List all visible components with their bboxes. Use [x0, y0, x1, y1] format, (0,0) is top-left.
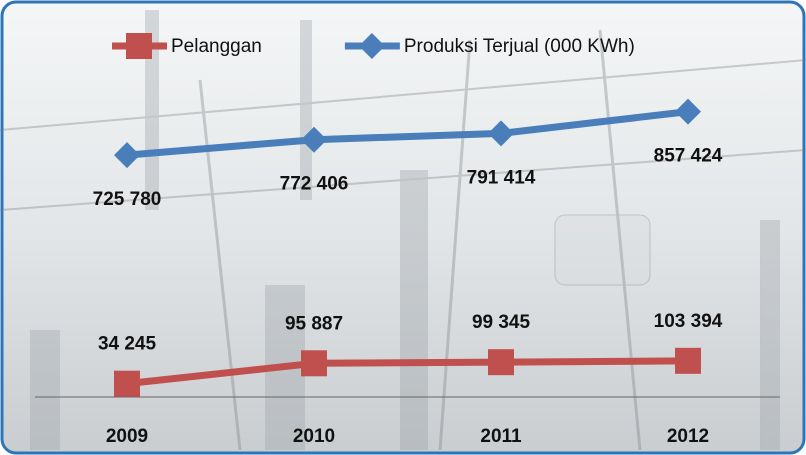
- data-label: 95 887: [285, 313, 343, 334]
- data-label: 103 394: [654, 311, 723, 332]
- x-tick-label: 2009: [106, 426, 148, 447]
- page: Pelanggan Produksi Terjual (000 KWh) 2009…: [0, 0, 806, 455]
- data-label: 791 414: [467, 167, 536, 188]
- data-label: 34 245: [98, 334, 157, 355]
- x-tick-label: 2011: [480, 426, 522, 447]
- legend: Pelanggan Produksi Terjual (000 KWh): [112, 33, 635, 59]
- legend-marker: [126, 33, 152, 59]
- chart: Pelanggan Produksi Terjual (000 KWh) 2009…: [0, 0, 806, 455]
- legend-label: Pelanggan: [171, 36, 262, 57]
- data-point: [675, 348, 701, 374]
- data-point: [301, 350, 327, 376]
- data-label: 857 424: [654, 146, 723, 167]
- data-point: [114, 371, 140, 397]
- legend-label: Produksi Terjual (000 KWh): [404, 36, 635, 57]
- data-label: 772 406: [280, 174, 349, 195]
- x-tick-label: 2010: [293, 426, 335, 447]
- x-tick-label: 2012: [667, 426, 709, 447]
- data-point: [488, 349, 514, 375]
- data-label: 725 780: [93, 189, 162, 210]
- data-label: 99 345: [472, 312, 531, 333]
